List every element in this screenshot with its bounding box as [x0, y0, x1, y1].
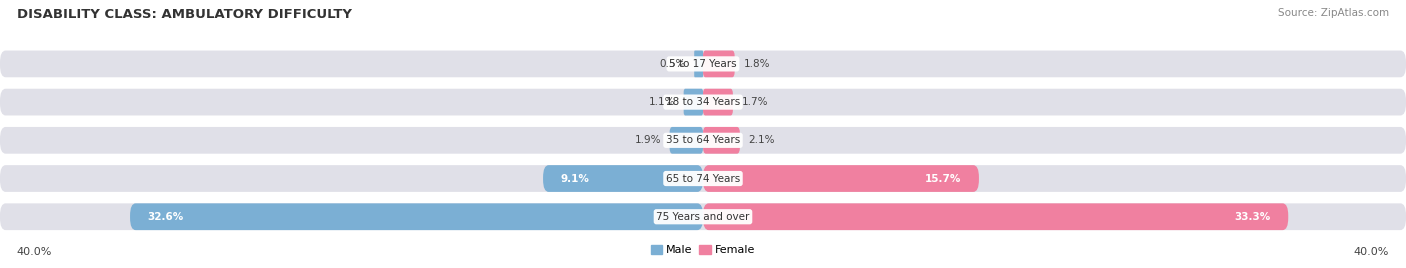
Text: 1.8%: 1.8% [744, 59, 770, 69]
Text: 32.6%: 32.6% [148, 212, 184, 222]
Text: 18 to 34 Years: 18 to 34 Years [666, 97, 740, 107]
FancyBboxPatch shape [695, 51, 703, 77]
Text: 75 Years and over: 75 Years and over [657, 212, 749, 222]
Text: 9.1%: 9.1% [561, 173, 589, 184]
Text: DISABILITY CLASS: AMBULATORY DIFFICULTY: DISABILITY CLASS: AMBULATORY DIFFICULTY [17, 8, 352, 21]
Legend: Male, Female: Male, Female [647, 240, 759, 260]
Text: 33.3%: 33.3% [1234, 212, 1271, 222]
FancyBboxPatch shape [703, 89, 733, 116]
FancyBboxPatch shape [0, 51, 1406, 77]
Text: 1.1%: 1.1% [648, 97, 675, 107]
Text: 1.7%: 1.7% [742, 97, 768, 107]
FancyBboxPatch shape [0, 165, 1406, 192]
Text: 2.1%: 2.1% [749, 135, 775, 145]
Text: 1.9%: 1.9% [634, 135, 661, 145]
Text: 40.0%: 40.0% [1354, 247, 1389, 257]
FancyBboxPatch shape [0, 89, 1406, 116]
FancyBboxPatch shape [0, 203, 1406, 230]
Text: 0.5%: 0.5% [659, 59, 686, 69]
Text: 15.7%: 15.7% [925, 173, 962, 184]
FancyBboxPatch shape [703, 165, 979, 192]
Text: 40.0%: 40.0% [17, 247, 52, 257]
FancyBboxPatch shape [703, 51, 734, 77]
Text: 35 to 64 Years: 35 to 64 Years [666, 135, 740, 145]
FancyBboxPatch shape [543, 165, 703, 192]
FancyBboxPatch shape [703, 203, 1288, 230]
Text: 5 to 17 Years: 5 to 17 Years [669, 59, 737, 69]
FancyBboxPatch shape [683, 89, 703, 116]
FancyBboxPatch shape [703, 127, 740, 154]
Text: Source: ZipAtlas.com: Source: ZipAtlas.com [1278, 8, 1389, 18]
FancyBboxPatch shape [129, 203, 703, 230]
FancyBboxPatch shape [0, 127, 1406, 154]
Text: 65 to 74 Years: 65 to 74 Years [666, 173, 740, 184]
FancyBboxPatch shape [669, 127, 703, 154]
